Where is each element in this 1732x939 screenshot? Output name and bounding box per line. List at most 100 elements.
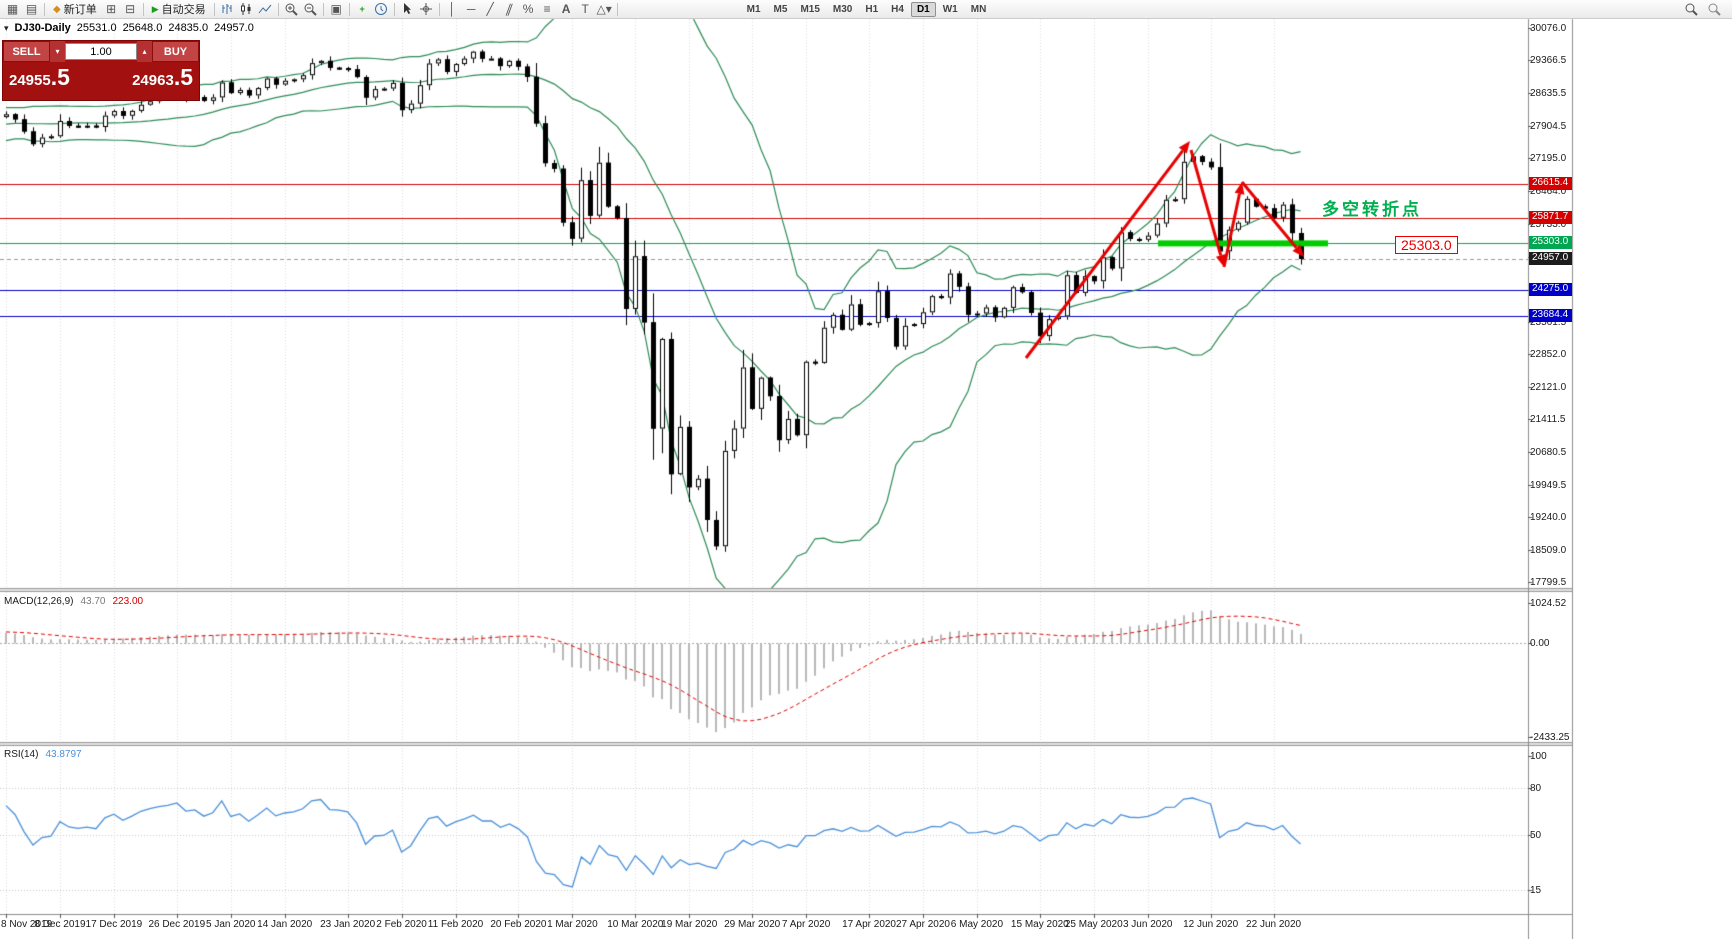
date-label: 2 Feb 2020 [376,919,427,930]
market-watch-icon[interactable]: ⊞ [106,2,117,16]
lot-increase-button[interactable]: ▴ [137,41,152,62]
price-axis-label: 29366.5 [1530,55,1567,67]
horizontal-line-icon[interactable]: ─ [466,2,476,16]
text-label-tool-icon[interactable]: T [581,2,589,16]
new-order-label: 新订单 [63,4,97,16]
date-label: 1 Mar 2020 [547,919,598,930]
rsi-axis-label: 80 [1530,782,1542,794]
timeframe-button-h4[interactable]: H4 [891,3,904,15]
indicator-add-icon[interactable]: + [359,4,365,14]
timeframe-button-m1[interactable]: M1 [746,3,761,15]
date-label: 11 Feb 2020 [427,919,484,930]
price-axis-label: 19949.5 [1530,479,1567,491]
zoom-in-icon[interactable] [282,1,301,17]
price-axis-label: 22852.0 [1530,348,1567,360]
toolbar: ▦ ▤ ◆ 新订单 ⊞ ⊟ ▶ 自动交易 ▣ + │ ─ ╱ ∥ % [0,0,1732,19]
date-label: 7 Apr 2020 [781,919,831,930]
chart-low-value: 24835.0 [168,22,209,34]
date-label: 19 Mar 2020 [661,919,718,930]
toolbar-separator [616,2,618,16]
text-tool-icon[interactable]: A [561,2,571,16]
price-axis-label: 28635.5 [1530,88,1567,99]
date-label: 17 Apr 2020 [842,919,896,930]
crosshair-icon[interactable] [417,1,436,17]
chart-close-value: 24957.0 [214,22,254,34]
toolbar-separator [213,2,215,16]
macd-name: MACD(12,26,9) [4,596,74,607]
shapes-dropdown-icon[interactable]: △▾ [596,2,612,16]
vertical-line-icon[interactable]: │ [448,2,456,16]
timeframe-button-mn[interactable]: MN [970,3,987,15]
timeframe-button-m30[interactable]: M30 [832,3,853,15]
support-price-callout[interactable]: 25303.0 [1395,236,1458,254]
timeframe-button-m15[interactable]: M15 [800,3,820,15]
new-order-button[interactable]: ◆ 新订单 [48,1,102,17]
price-axis-label: 18509.0 [1530,544,1567,556]
rsi-value: 43.8797 [45,749,82,760]
toolbar-separator [322,2,324,16]
line-chart-icon[interactable] [256,1,275,17]
price-tag[interactable]: 26615.4 [1529,177,1572,191]
price-axis-label: 20680.5 [1530,446,1567,458]
price-axis-label: 22121.0 [1530,381,1567,393]
rsi-axis-label: 100 [1530,751,1547,762]
timeframe-button-w1[interactable]: W1 [942,3,958,15]
rsi-axis-label: 50 [1530,830,1542,841]
date-label: 20 Feb 2020 [490,919,547,930]
chart-profiles-icon[interactable]: ▤ [25,2,38,16]
tile-windows-icon[interactable]: ▣ [330,2,342,16]
lot-decrease-button[interactable]: ▾ [50,41,65,62]
search-symbol-icon[interactable] [1681,1,1700,17]
price-tag[interactable]: 24957.0 [1529,252,1572,265]
auto-trading-button[interactable]: ▶ 自动交易 [147,1,211,17]
chart-open-value: 25531.0 [76,22,117,34]
sell-price[interactable]: 24955.5 [9,64,70,90]
price-tag[interactable]: 25303.0 [1529,236,1572,250]
lot-size-input[interactable] [65,43,137,60]
chart-title-row: ▾ DJ30-Daily 25531.0 25648.0 24835.0 249… [4,22,254,34]
date-label: 15 May 2020 [1010,919,1069,930]
price-axis-label: 17799.5 [1530,577,1567,588]
bar-chart-icon[interactable] [218,1,237,17]
timeframe-button-d1[interactable]: D1 [910,1,936,17]
cursor-icon[interactable] [398,1,417,17]
price-axis-label: 30076.0 [1530,23,1567,34]
toolbar-separator [438,2,440,16]
price-tag[interactable]: 23684.4 [1529,309,1572,323]
horizontal-levels-icon[interactable]: ≡ [543,2,551,16]
candlestick-chart-icon[interactable] [237,1,256,17]
trendline-icon[interactable]: ╱ [486,2,494,16]
price-tag[interactable]: 24275.0 [1529,282,1572,296]
macd-axis-label: 0.00 [1530,637,1550,649]
buy-button[interactable]: BUY [152,41,199,62]
date-label: 5 Jan 2020 [206,919,256,930]
new-chart-icon[interactable]: ▦ [6,2,19,16]
macd-main-value: 43.70 [80,596,106,607]
fibonacci-retracement-icon[interactable]: % [522,2,534,16]
auto-trading-icon: ▶ [151,3,159,14]
zoom-out-icon[interactable] [301,1,320,17]
date-label: 17 Dec 2019 [85,919,143,930]
date-label: 8 Dec 2019 [34,919,86,930]
one-click-trading-panel: SELL ▾ ▴ BUY 24955.5 24963.5 [2,40,200,101]
search-chart-icon[interactable] [1704,1,1723,17]
navigator-icon[interactable]: ⊟ [125,2,136,16]
turning-point-annotation[interactable]: 多空转折点 [1322,200,1422,219]
timeframe-button-h1[interactable]: H1 [865,3,879,15]
sell-button[interactable]: SELL [3,41,50,62]
price-axis-label: 27904.5 [1530,120,1567,132]
new-order-icon: ◆ [53,3,61,15]
timeframe-toolbar: M1 M5 M15 M30 H1 H4 D1 W1 MN [741,1,993,17]
macd-indicator-label: MACD(12,26,9) 43.70 223.00 [4,596,143,607]
buy-price[interactable]: 24963.5 [132,64,193,90]
one-click-collapse-icon[interactable]: ▾ [4,22,9,33]
toolbar-separator [348,2,350,16]
price-tag[interactable]: 25871.7 [1529,210,1572,224]
period-selector-icon[interactable] [372,1,391,17]
date-label: 3 Jun 2020 [1122,919,1173,930]
timeframe-button-m5[interactable]: M5 [773,3,788,15]
toolbar-separator [277,2,279,16]
